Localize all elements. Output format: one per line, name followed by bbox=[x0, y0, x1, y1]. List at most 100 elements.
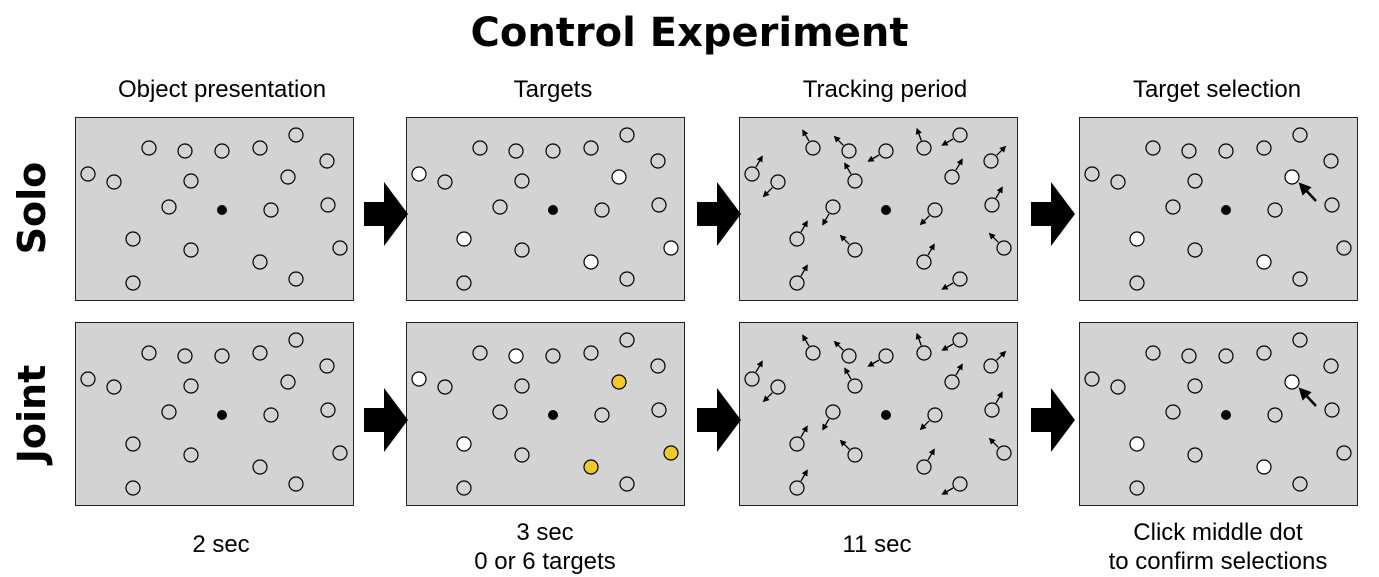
object-circle bbox=[125, 480, 141, 496]
object-circle bbox=[80, 166, 96, 182]
object-circle bbox=[288, 271, 304, 287]
fixation-dot bbox=[881, 410, 891, 420]
object-circle bbox=[320, 402, 336, 418]
object-circle bbox=[619, 271, 635, 287]
motion-arrow-icon bbox=[867, 154, 880, 162]
motion-arrow-icon bbox=[919, 215, 930, 226]
motion-arrow-icon bbox=[755, 360, 763, 373]
footer-tracking-period: 11 sec bbox=[712, 530, 1042, 559]
panel-solo-target-selection bbox=[1079, 117, 1358, 301]
target-white-circle bbox=[1284, 169, 1300, 185]
motion-arrow-icon bbox=[844, 162, 852, 175]
motion-arrow-icon bbox=[915, 332, 922, 346]
target-yellow-circle bbox=[611, 374, 627, 390]
footer-line: to confirm selections bbox=[1108, 548, 1328, 575]
fixation-dot bbox=[1221, 410, 1231, 420]
object-circle bbox=[619, 127, 635, 143]
arrow-right-icon bbox=[1031, 182, 1075, 246]
object-circle bbox=[183, 378, 199, 394]
motion-arrow-icon bbox=[839, 439, 850, 450]
motion-arrow-icon bbox=[955, 363, 963, 376]
object-circle bbox=[583, 345, 599, 361]
object-circle bbox=[1292, 476, 1308, 492]
object-circle bbox=[1145, 140, 1161, 156]
arrow-right-icon bbox=[697, 182, 741, 246]
figure-title: Control Experiment bbox=[470, 10, 909, 56]
object-circle bbox=[1084, 371, 1100, 387]
object-circle bbox=[1218, 348, 1234, 364]
motion-arrow-icon bbox=[988, 437, 999, 448]
object-circle bbox=[952, 332, 968, 348]
footer-line: 2 sec bbox=[192, 531, 250, 558]
object-circle bbox=[847, 447, 863, 463]
target-white-circle bbox=[1256, 254, 1272, 270]
motion-arrow-icon bbox=[800, 469, 808, 482]
object-circle bbox=[280, 169, 296, 185]
object-circle bbox=[472, 345, 488, 361]
panel-solo-object-presentation bbox=[75, 117, 354, 301]
object-circle bbox=[472, 140, 488, 156]
object-circle bbox=[214, 348, 230, 364]
target-white-circle bbox=[611, 169, 627, 185]
object-circle bbox=[183, 173, 199, 189]
target-white-circle bbox=[1284, 374, 1300, 390]
object-circle bbox=[125, 231, 141, 247]
motion-arrow-icon bbox=[800, 425, 808, 438]
object-circle bbox=[825, 199, 841, 215]
object-circle bbox=[841, 348, 857, 364]
motion-arrow-icon bbox=[800, 264, 808, 277]
object-circle bbox=[927, 407, 943, 423]
panel-joint-object-presentation bbox=[75, 322, 354, 506]
column-heading-tracking-period: Tracking period bbox=[802, 76, 968, 103]
row-label-solo: Solo bbox=[10, 161, 54, 255]
object-circle bbox=[927, 202, 943, 218]
motion-arrow-icon bbox=[941, 138, 954, 146]
object-circle bbox=[183, 447, 199, 463]
panel-canvas bbox=[80, 332, 348, 496]
object-circle bbox=[1323, 358, 1339, 374]
fixation-dot bbox=[217, 410, 227, 420]
object-circle bbox=[878, 143, 894, 159]
column-heading-object-presentation: Object presentation bbox=[117, 76, 327, 103]
object-circle bbox=[456, 480, 472, 496]
motion-arrow-icon bbox=[839, 234, 850, 245]
object-circle bbox=[1187, 242, 1203, 258]
object-circle bbox=[650, 358, 666, 374]
object-circle bbox=[514, 242, 530, 258]
object-circle bbox=[161, 199, 177, 215]
object-circle bbox=[996, 445, 1012, 461]
footer-line: 3 sec bbox=[516, 519, 574, 546]
object-circle bbox=[1165, 404, 1181, 420]
object-circle bbox=[177, 348, 193, 364]
motion-arrow-icon bbox=[762, 392, 773, 403]
object-circle bbox=[1292, 332, 1308, 348]
motion-arrow-icon bbox=[927, 448, 935, 461]
object-circle bbox=[508, 143, 524, 159]
object-circle bbox=[916, 459, 932, 475]
object-circle bbox=[252, 345, 268, 361]
object-circle bbox=[1324, 197, 1340, 213]
object-circle bbox=[1323, 153, 1339, 169]
object-circle bbox=[789, 275, 805, 291]
object-circle bbox=[1110, 174, 1126, 190]
object-circle bbox=[319, 358, 335, 374]
object-circle bbox=[983, 153, 999, 169]
motion-arrow-icon bbox=[955, 158, 963, 171]
object-circle bbox=[916, 254, 932, 270]
motion-arrow-icon bbox=[941, 343, 954, 351]
object-circle bbox=[651, 197, 667, 213]
object-circle bbox=[1145, 345, 1161, 361]
footer-target-selection: Click middle dot to confirm selections bbox=[1053, 518, 1379, 576]
motion-arrow-icon bbox=[755, 155, 763, 168]
object-circle bbox=[847, 242, 863, 258]
object-circle bbox=[619, 332, 635, 348]
column-heading-targets: Targets bbox=[513, 76, 593, 103]
object-circle bbox=[583, 140, 599, 156]
object-circle bbox=[789, 231, 805, 247]
panel-canvas bbox=[744, 127, 1012, 291]
row-label-joint: Joint bbox=[10, 364, 54, 464]
object-circle bbox=[161, 404, 177, 420]
object-circle bbox=[944, 169, 960, 185]
object-circle bbox=[1336, 240, 1352, 256]
arrow-right-icon bbox=[364, 388, 408, 452]
